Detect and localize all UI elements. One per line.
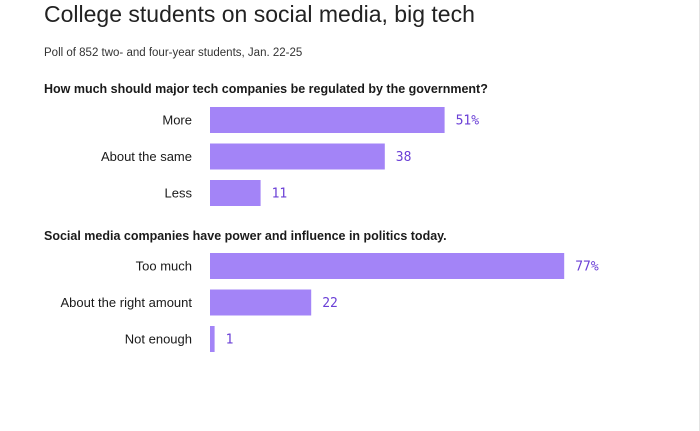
question-title-1: How much should major tech companies be … [44,82,488,96]
value-label-1-2: 38 [396,150,412,165]
category-label-2-2: About the right amount [60,295,192,310]
bar-1-1 [210,107,445,133]
category-label-1-1: More [162,113,192,128]
bar-1-2 [210,143,385,170]
question-title-2: Social media companies have power and in… [44,229,447,243]
value-label-1-3: 11 [272,187,288,202]
value-label-2-3: 1 [226,333,234,348]
bar-2-2 [210,289,312,316]
bar-1-3 [210,180,261,206]
category-label-1-2: About the same [101,149,192,164]
value-label-2-1: 77% [575,260,599,275]
value-label-1-1: 51% [456,114,480,129]
chart-title: College students on social media, big te… [44,1,475,27]
category-label-2-1: Too much [136,259,192,274]
category-label-1-3: Less [165,186,193,201]
bar-2-3 [210,326,215,352]
chart-subtitle: Poll of 852 two- and four-year students,… [44,47,303,59]
value-label-2-2: 22 [322,296,338,311]
bar-2-1 [210,253,565,279]
category-label-2-3: Not enough [125,332,192,347]
